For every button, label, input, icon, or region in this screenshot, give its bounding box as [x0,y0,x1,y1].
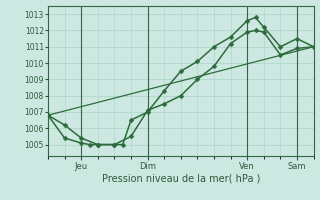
X-axis label: Pression niveau de la mer( hPa ): Pression niveau de la mer( hPa ) [102,173,260,183]
